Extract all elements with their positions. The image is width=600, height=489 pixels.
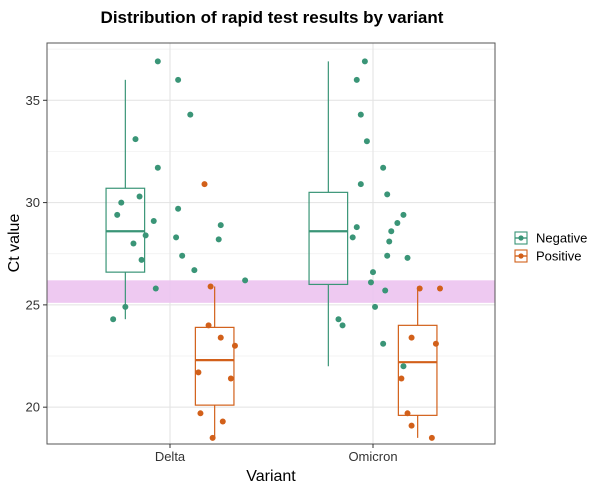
negative-point	[353, 224, 360, 231]
negative-point	[367, 279, 374, 286]
negative-point	[217, 222, 224, 229]
negative-point	[110, 316, 117, 323]
negative-point	[114, 211, 121, 218]
legend-item-positive: Positive	[514, 249, 582, 264]
negative-point	[357, 181, 364, 188]
y-tick-label: 20	[26, 400, 40, 415]
negative-point	[400, 211, 407, 218]
negative-point	[132, 136, 139, 143]
positive-point	[416, 285, 423, 292]
y-tick-label: 25	[26, 297, 40, 312]
legend-label: Negative	[536, 231, 587, 246]
negative-point	[400, 363, 407, 370]
legend-label: Positive	[536, 249, 582, 264]
negative-point	[404, 254, 411, 261]
y-axis: 20 25 30 35	[26, 93, 47, 415]
negative-point	[154, 58, 161, 65]
negative-point	[339, 322, 346, 329]
x-tick-label: Omicron	[348, 449, 397, 464]
plot-border	[46, 42, 496, 445]
negative-point	[357, 111, 364, 118]
negative-point	[394, 220, 401, 227]
positive-point	[217, 334, 224, 341]
box-iqr	[308, 191, 349, 286]
negative-point	[138, 256, 145, 263]
negative-box-omicron	[308, 61, 349, 367]
negative-point	[242, 277, 249, 284]
negative-point	[142, 232, 149, 239]
box-iqr	[397, 324, 438, 416]
negative-point	[118, 199, 125, 206]
positive-point	[404, 410, 411, 417]
negative-point	[122, 303, 129, 310]
negative-point	[363, 138, 370, 145]
positive-point	[227, 375, 234, 382]
negative-point	[349, 234, 356, 241]
positive-point	[398, 375, 405, 382]
y-axis-title: Ct value	[6, 214, 23, 273]
legend: Negative Positive	[514, 231, 587, 264]
negative-point	[384, 252, 391, 259]
positive-point	[201, 181, 208, 188]
negative-point	[173, 234, 180, 241]
positive-point	[436, 285, 443, 292]
positive-point	[205, 322, 212, 329]
positive-point	[428, 434, 435, 441]
negative-point	[335, 316, 342, 323]
positive-point	[408, 334, 415, 341]
positive-point	[231, 342, 238, 349]
x-tick-label: Delta	[155, 449, 186, 464]
chart-title: Distribution of rapid test results by va…	[101, 8, 444, 27]
negative-point	[175, 205, 182, 212]
positive-point	[219, 418, 226, 425]
positive-box-delta	[194, 286, 235, 438]
negative-point	[130, 240, 137, 247]
positive-point	[209, 434, 216, 441]
x-axis: Delta Omicron	[155, 444, 398, 464]
negative-point	[372, 303, 379, 310]
positive-point	[197, 410, 204, 417]
negative-box-delta	[105, 79, 146, 320]
negative-point	[191, 267, 198, 274]
y-tick-label: 30	[26, 195, 40, 210]
negative-point	[361, 58, 368, 65]
negative-point	[175, 76, 182, 83]
negative-point	[152, 285, 159, 292]
negative-point	[353, 76, 360, 83]
negative-point	[370, 269, 376, 276]
legend-key-point	[518, 253, 524, 259]
negative-point	[136, 193, 143, 200]
highlight-band	[47, 280, 495, 303]
negative-point	[384, 191, 391, 198]
boxplots	[105, 61, 438, 438]
x-axis-title: Variant	[246, 468, 296, 485]
plot-panel	[46, 42, 496, 445]
y-tick-label: 35	[26, 93, 40, 108]
negative-point	[154, 164, 161, 171]
negative-point	[187, 111, 194, 118]
legend-key-point	[518, 235, 524, 241]
positive-point	[195, 369, 202, 376]
data-points	[110, 58, 443, 441]
negative-point	[150, 217, 157, 224]
positive-box-omicron	[397, 286, 438, 438]
negative-point	[380, 164, 387, 171]
positive-point	[408, 422, 415, 429]
negative-point	[382, 287, 389, 294]
box-iqr	[194, 326, 235, 406]
negative-point	[215, 236, 222, 243]
legend-item-negative: Negative	[514, 231, 587, 246]
negative-point	[380, 340, 387, 347]
positive-point	[207, 283, 214, 290]
negative-point	[386, 238, 393, 245]
negative-point	[179, 252, 186, 259]
negative-point	[388, 228, 395, 235]
positive-point	[432, 340, 439, 347]
